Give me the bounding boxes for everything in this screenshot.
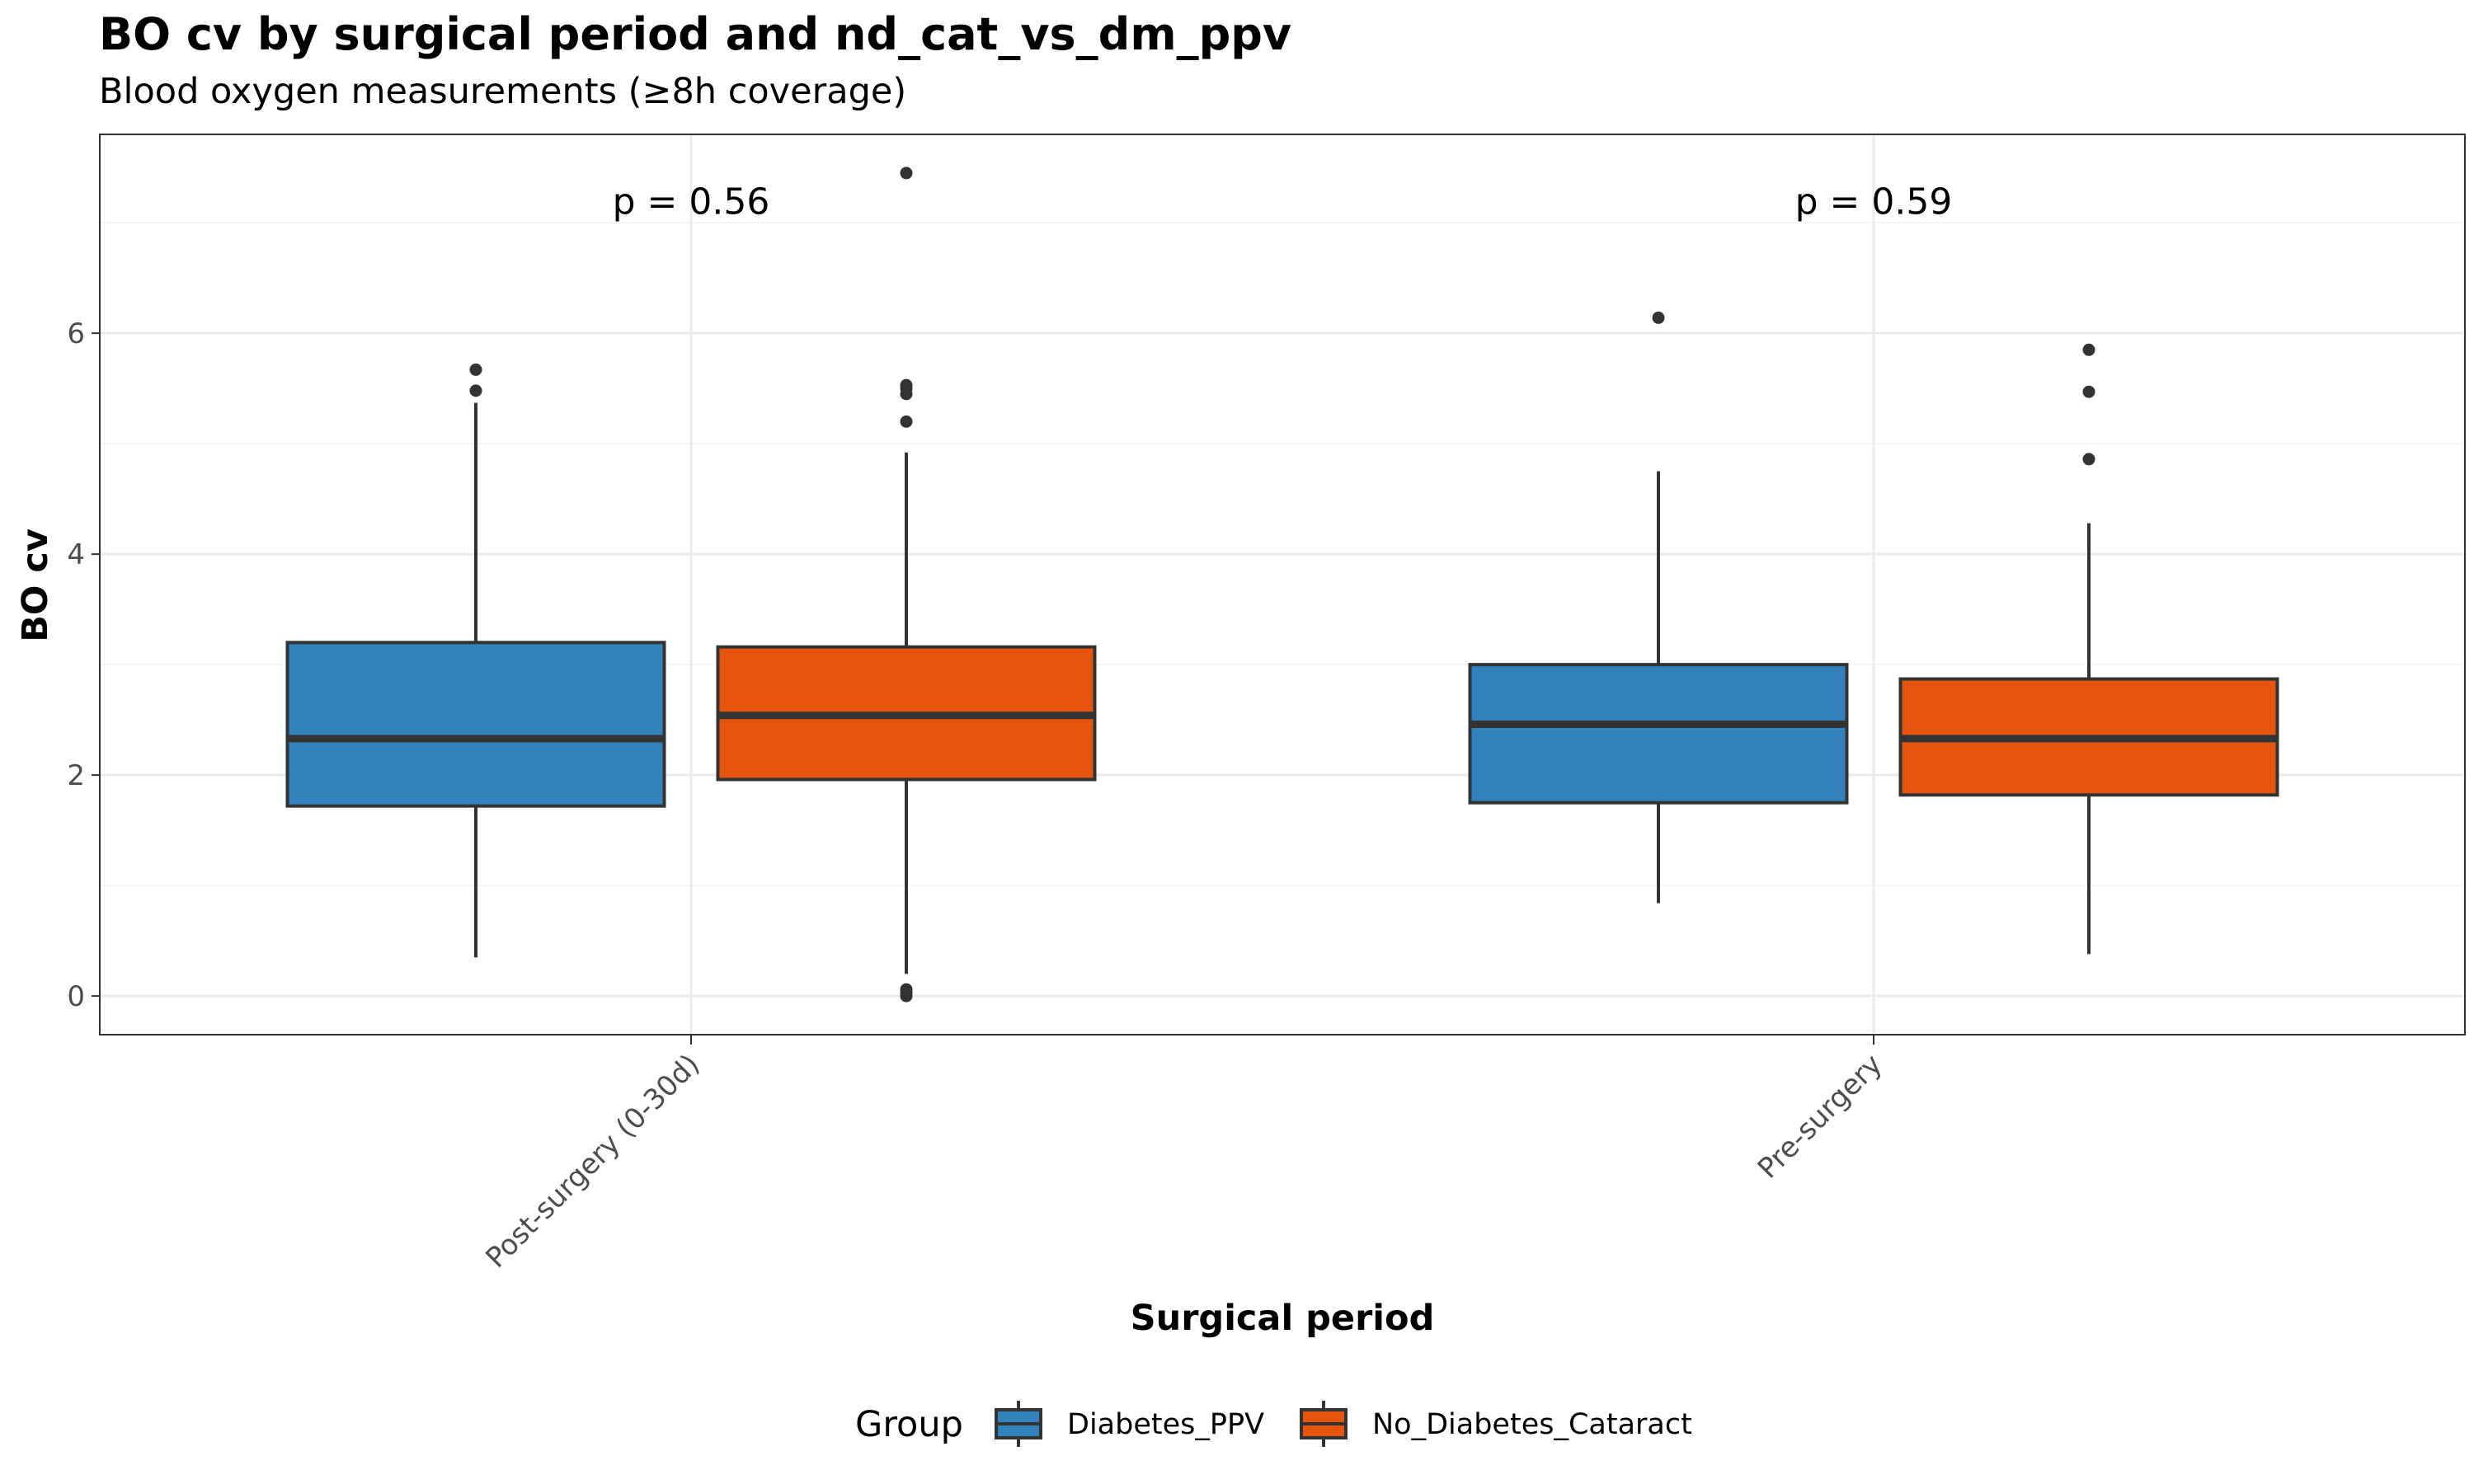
plot-marks (285, 167, 2279, 1003)
outlier-point (900, 415, 913, 428)
outlier-point (469, 363, 482, 376)
boxplot (285, 363, 666, 958)
box-iqr (1468, 663, 1849, 805)
x-axis-title: Surgical period (1131, 1298, 1435, 1339)
legend-title: Group (855, 1404, 963, 1445)
outlier-point (469, 384, 482, 397)
y-axis-title: BO cv (15, 528, 56, 642)
outlier-point (2082, 453, 2095, 466)
outlier-point (900, 983, 913, 996)
legend: Group Diabetes_PPV No_Diabetes_Cataract (855, 1401, 1692, 1447)
grid-lines (100, 134, 2465, 1035)
chart-title: BO cv by surgical period and nd_cat_vs_d… (99, 8, 1292, 60)
y-tick-label: 0 (67, 980, 85, 1013)
legend-item: No_Diabetes_Cataract (1300, 1401, 1692, 1447)
panel-border (99, 134, 2466, 1036)
y-tick-label: 6 (67, 317, 85, 350)
p-value-label: p = 0.56 (613, 181, 770, 223)
boxplot (716, 167, 1097, 1003)
box-iqr (285, 641, 666, 808)
outlier-point (2082, 343, 2095, 356)
outlier-point (1652, 311, 1665, 324)
legend-item: Diabetes_PPV (995, 1401, 1264, 1447)
legend-label: Diabetes_PPV (1067, 1408, 1264, 1441)
outlier-point (900, 378, 913, 392)
outlier-point (900, 167, 913, 180)
x-tick-label: Post-surgery (0-30d) (479, 1048, 706, 1275)
y-tick-label: 4 (67, 538, 85, 571)
boxplot (1468, 311, 1849, 904)
annotations: p = 0.56 p = 0.59 (613, 181, 1953, 223)
p-value-label: p = 0.59 (1795, 181, 1953, 223)
boxplot (1898, 343, 2279, 955)
y-tick-label: 2 (67, 759, 85, 792)
legend-label: No_Diabetes_Cataract (1372, 1408, 1692, 1441)
x-tick-label: Pre-surgery (1752, 1048, 1889, 1186)
outlier-point (2082, 385, 2095, 398)
chart-subtitle: Blood oxygen measurements (≥8h coverage) (99, 71, 907, 112)
